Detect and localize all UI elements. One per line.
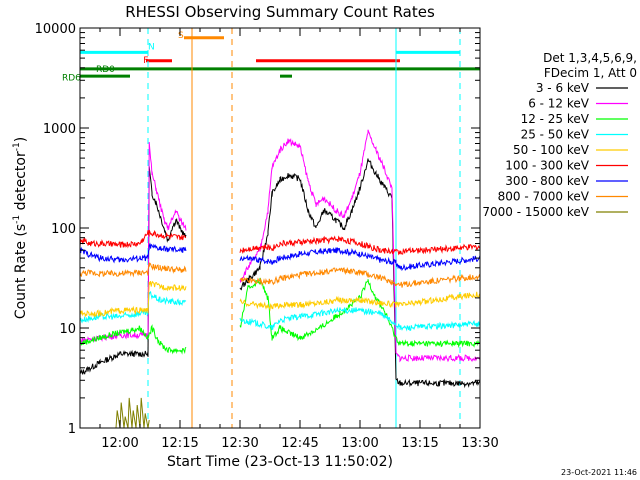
y-tick-label: 1000 [43, 122, 76, 137]
series-line [80, 229, 480, 256]
y-axis: 1 10 100 1000 10000 [35, 22, 480, 437]
series-line [80, 290, 480, 332]
series-line [80, 277, 480, 355]
chart-title: RHESSI Observing Summary Count Rates [125, 3, 435, 21]
y-tick-label: 100 [51, 222, 76, 237]
legend: Det 1,3,4,5,6,9, FDecim 1, Att 0 3 - 6 k… [482, 51, 637, 219]
legend-label: 100 - 300 keV [505, 159, 589, 173]
series-line [80, 280, 480, 318]
legend-label: 6 - 12 keV [528, 97, 590, 111]
x-tick-label: 13:30 [461, 436, 498, 451]
x-tick-label: 12:15 [161, 436, 198, 451]
series-lines [80, 129, 480, 428]
x-tick-label: 13:15 [401, 436, 438, 451]
x-axis-label: Start Time (23-Oct-13 11:50:02) [167, 454, 393, 470]
y-tick-label: 1 [68, 422, 76, 437]
y-axis-label-part: detector [13, 151, 29, 215]
x-tick-label: 13:00 [341, 436, 378, 451]
y-axis-label: Count Rate (s-1 detector-1) [12, 137, 29, 319]
x-tick-label: 12:30 [221, 436, 258, 451]
x-axis: 12:00 12:15 12:30 12:45 13:00 13:15 13:30 [79, 28, 499, 451]
legend-label: 12 - 25 keV [521, 112, 590, 126]
interval-label: N [148, 43, 155, 53]
legend-label: 300 - 800 keV [505, 174, 589, 188]
interval-label: RD6 [62, 73, 81, 83]
x-tick-label: 12:45 [281, 436, 318, 451]
legend-label: 3 - 6 keV [536, 81, 590, 95]
y-tick-label: 10 [59, 322, 76, 337]
legend-label: 25 - 50 keV [521, 128, 590, 142]
series-line [80, 158, 480, 389]
interval-label: S [178, 31, 184, 41]
series-line [80, 242, 480, 272]
x-tick-label: 12:00 [101, 436, 138, 451]
y-tick-label: 10000 [35, 22, 76, 37]
legend-label: 50 - 100 keV [513, 143, 590, 157]
interval-label: F [143, 56, 148, 66]
interval-label: RD0 [96, 65, 115, 75]
series-line [80, 129, 480, 363]
legend-header: FDecim 1, Att 0 [544, 66, 637, 80]
legend-label: 800 - 7000 keV [498, 190, 590, 204]
y-axis-label-part: Count Rate (s [13, 224, 29, 319]
y-axis-label-part: ) [13, 137, 29, 142]
series-line [115, 397, 150, 428]
series-line [80, 262, 480, 288]
legend-label: 7000 - 15000 keV [482, 205, 589, 219]
y-axis-label-exponent: -1 [12, 142, 22, 151]
interval-bars: NF S RD0 RD6 [62, 31, 480, 83]
legend-header: Det 1,3,4,5,6,9, [543, 51, 637, 65]
footer-timestamp: 23-Oct-2021 11:46 [561, 468, 637, 477]
y-axis-label-exponent: -1 [12, 215, 22, 224]
